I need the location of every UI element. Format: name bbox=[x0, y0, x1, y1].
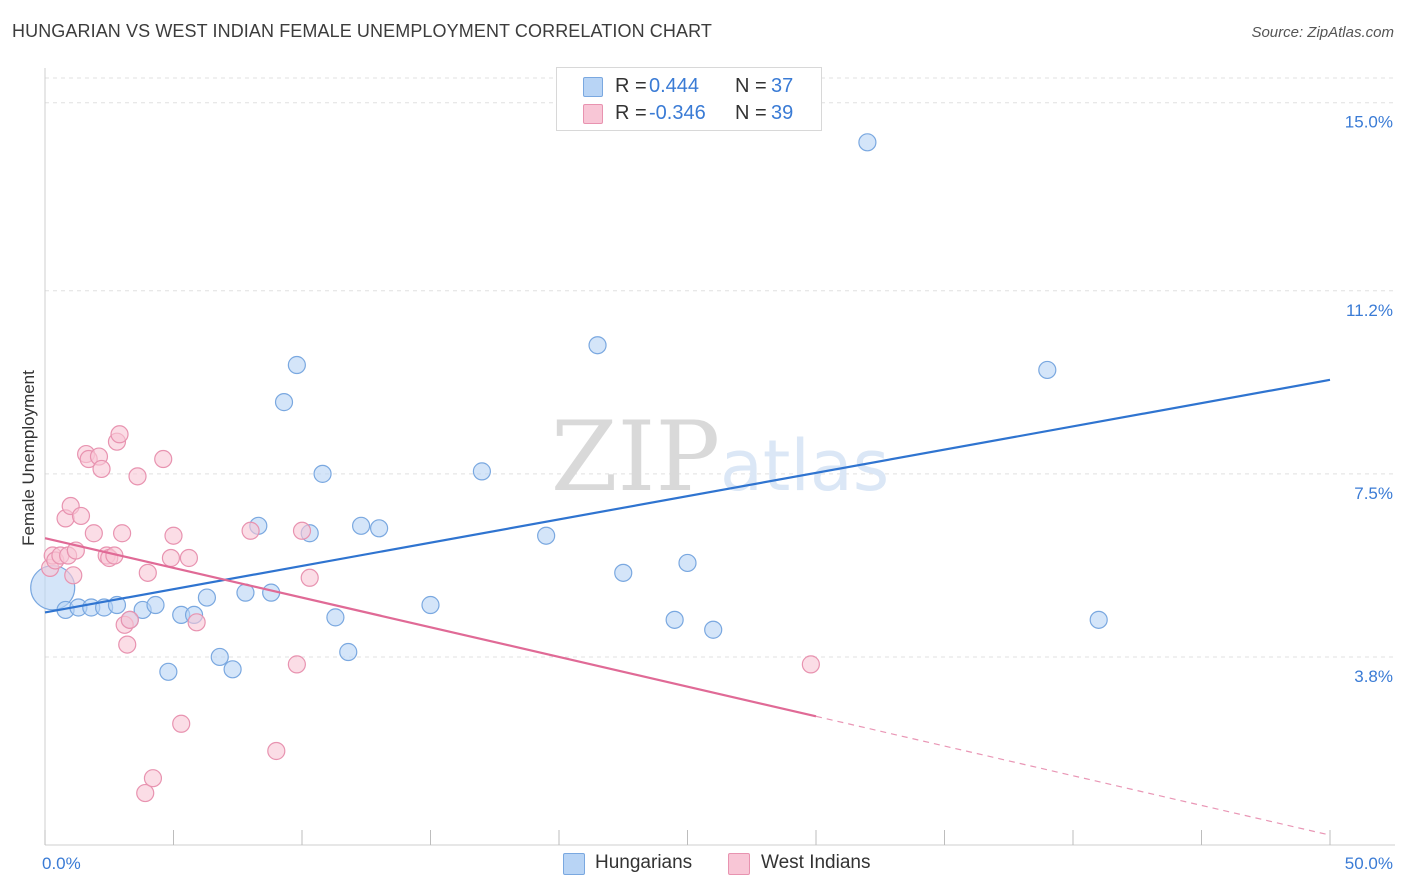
legend-label: West Indians bbox=[761, 852, 871, 873]
grid-layer bbox=[45, 77, 1395, 658]
hungarian-point bbox=[274, 393, 294, 412]
x-tick-label: 50.0% bbox=[1345, 854, 1393, 873]
chart-title: HUNGARIAN VS WEST INDIAN FEMALE UNEMPLOY… bbox=[12, 21, 712, 41]
hungarian-point bbox=[352, 516, 371, 535]
trend-line-west-indians bbox=[44, 537, 817, 718]
west-indian-point bbox=[287, 655, 306, 674]
hungarian-point bbox=[287, 355, 306, 375]
points-layer bbox=[30, 133, 1108, 803]
west-indian-point bbox=[143, 769, 163, 788]
r-label: R = bbox=[615, 102, 647, 124]
west-indian-point bbox=[161, 548, 181, 568]
y-tick-label: 15.0% bbox=[1345, 113, 1393, 132]
west-indian-point bbox=[92, 459, 111, 479]
west-indian-point bbox=[267, 741, 286, 761]
hungarian-point bbox=[197, 588, 217, 607]
west-indian-point bbox=[128, 467, 147, 486]
legend-row-hungarians: R = 0.444 N = 37 bbox=[557, 72, 821, 100]
hungarian-point bbox=[678, 553, 697, 573]
west-indian-point bbox=[801, 655, 820, 674]
n-label: N = bbox=[735, 75, 767, 97]
source-label: Source: ZipAtlas.com bbox=[1251, 24, 1394, 41]
hungarian-point bbox=[614, 563, 633, 582]
trend-line-extension bbox=[815, 715, 1331, 836]
west-indian-point bbox=[84, 524, 103, 543]
hungarian-point bbox=[313, 464, 332, 483]
axis-layer: 3.8% 7.5% 11.2% 15.0% 0.0% 50.0% bbox=[42, 68, 1395, 873]
hungarian-point bbox=[326, 608, 345, 627]
hungarian-point bbox=[223, 660, 242, 679]
west-indian-point bbox=[71, 506, 91, 526]
n-value: 39 bbox=[771, 102, 794, 124]
hungarian-point bbox=[665, 610, 684, 629]
west-indian-point bbox=[187, 613, 206, 632]
hungarian-point bbox=[370, 519, 389, 538]
west-indian-point bbox=[138, 563, 157, 582]
west-indian-point bbox=[179, 548, 199, 568]
west-indian-point bbox=[164, 526, 183, 545]
legend-row-west-indians: R = -0.346 N = 39 bbox=[557, 99, 821, 127]
west-indian-point bbox=[136, 783, 155, 803]
hungarian-point bbox=[472, 462, 491, 481]
n-value: 37 bbox=[771, 75, 794, 97]
hungarian-point bbox=[1089, 610, 1108, 629]
y-tick-label: 3.8% bbox=[1354, 667, 1393, 686]
stats-legend: R = 0.444 N = 37 R = -0.346 N = 39 bbox=[556, 67, 822, 131]
west-indian-point bbox=[292, 521, 312, 540]
west-indian-point bbox=[118, 635, 137, 654]
blue-swatch bbox=[583, 77, 603, 97]
x-tick-label: 0.0% bbox=[42, 854, 81, 873]
trend-layer bbox=[44, 378, 1331, 836]
n-label: N = bbox=[735, 102, 767, 124]
west-indian-point bbox=[112, 524, 132, 543]
west-indian-point bbox=[64, 566, 83, 585]
legend-label: Hungarians bbox=[595, 852, 693, 873]
west-indian-point bbox=[300, 568, 319, 587]
hungarian-point bbox=[421, 595, 440, 615]
hungarian-point bbox=[159, 662, 178, 681]
blue-swatch bbox=[563, 853, 585, 875]
hungarian-point bbox=[339, 642, 358, 662]
west-indian-point bbox=[241, 521, 260, 540]
west-indian-point bbox=[154, 449, 173, 469]
hungarian-point bbox=[704, 620, 723, 639]
y-tick-label: 11.2% bbox=[1346, 301, 1393, 320]
hungarian-point bbox=[588, 336, 607, 355]
hungarian-point bbox=[1038, 360, 1057, 380]
hungarian-point bbox=[210, 647, 229, 667]
pink-swatch bbox=[728, 853, 750, 875]
r-label: R = bbox=[615, 75, 647, 97]
west-indian-point bbox=[110, 425, 129, 444]
trend-line-hungarians bbox=[44, 378, 1331, 614]
west-indian-point bbox=[120, 610, 139, 629]
west-indian-point bbox=[172, 714, 191, 733]
hungarian-point bbox=[146, 595, 165, 615]
y-axis-label: Female Unemployment bbox=[19, 370, 38, 546]
watermark: ZIPatlas bbox=[551, 401, 889, 513]
y-tick-label: 7.5% bbox=[1354, 484, 1393, 503]
r-value: -0.346 bbox=[649, 102, 706, 124]
pink-swatch bbox=[583, 104, 603, 124]
hungarian-point bbox=[858, 133, 877, 152]
r-value: 0.444 bbox=[649, 75, 700, 97]
hungarian-point bbox=[537, 526, 556, 545]
